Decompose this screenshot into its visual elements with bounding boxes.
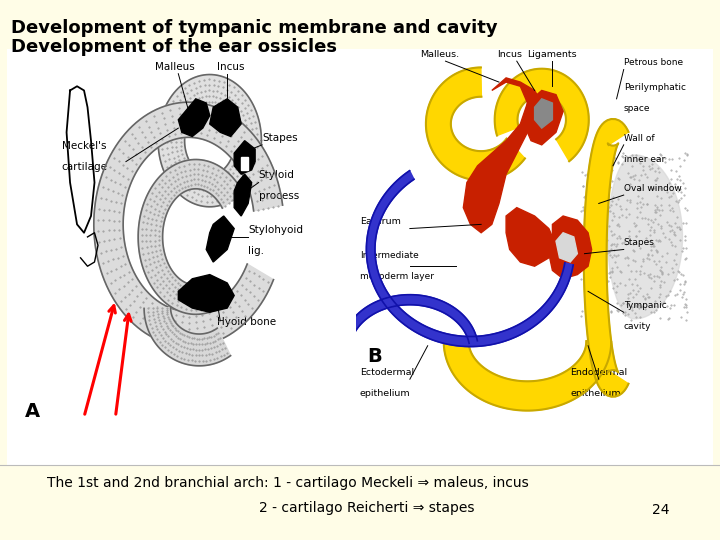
Text: Ectodermal: Ectodermal (360, 368, 414, 377)
Polygon shape (138, 159, 243, 314)
Polygon shape (584, 119, 629, 397)
Polygon shape (506, 207, 556, 266)
Text: inner ear: inner ear (624, 154, 665, 164)
Text: Stylohyoid: Stylohyoid (248, 225, 303, 235)
Polygon shape (158, 75, 261, 207)
Polygon shape (556, 233, 577, 262)
Text: B: B (367, 347, 382, 367)
Polygon shape (495, 69, 589, 161)
Polygon shape (234, 174, 252, 216)
Polygon shape (144, 308, 230, 366)
Polygon shape (179, 275, 234, 312)
Text: Stapes: Stapes (624, 238, 654, 247)
FancyBboxPatch shape (0, 465, 720, 540)
Text: Tympanic: Tympanic (624, 301, 667, 310)
Text: cartilage: cartilage (61, 162, 107, 172)
Text: Petrous bone: Petrous bone (624, 58, 683, 68)
Text: Eardrum: Eardrum (360, 218, 401, 226)
Text: lig.: lig. (248, 246, 264, 255)
Text: Styloid: Styloid (258, 170, 294, 180)
FancyBboxPatch shape (7, 49, 713, 467)
Polygon shape (234, 140, 255, 174)
Text: Development of the ear ossicles: Development of the ear ossicles (11, 38, 337, 56)
Polygon shape (241, 157, 248, 170)
Polygon shape (549, 216, 592, 279)
Text: Oval window: Oval window (624, 184, 681, 193)
Polygon shape (345, 295, 477, 343)
Text: Intermediate: Intermediate (360, 251, 419, 260)
Text: Ligaments: Ligaments (528, 50, 577, 59)
Text: process: process (258, 191, 299, 201)
Text: Stapes: Stapes (262, 133, 298, 143)
Text: The 1st and 2nd branchial arch: 1 - cartilago Meckeli ⇒ maleus, incus: The 1st and 2nd branchial arch: 1 - cart… (47, 476, 528, 490)
Polygon shape (179, 99, 210, 137)
Text: epithelium: epithelium (570, 389, 621, 398)
Text: Malleus: Malleus (155, 62, 194, 71)
Polygon shape (524, 90, 563, 145)
Polygon shape (426, 68, 525, 180)
Text: 2 - cartilago Reicherti ⇒ stapes: 2 - cartilago Reicherti ⇒ stapes (259, 501, 474, 515)
Text: Wall of: Wall of (624, 134, 654, 143)
Text: Perilymphatic: Perilymphatic (624, 84, 685, 92)
Text: space: space (624, 104, 650, 113)
Polygon shape (608, 155, 683, 319)
Text: 24: 24 (652, 503, 669, 517)
Text: Incus: Incus (497, 50, 522, 59)
Polygon shape (94, 102, 282, 347)
Text: mesoderm layer: mesoderm layer (360, 272, 434, 281)
Text: Malleus.: Malleus. (420, 50, 459, 59)
Text: A: A (24, 402, 40, 421)
Polygon shape (206, 216, 234, 262)
Polygon shape (464, 78, 541, 233)
Polygon shape (210, 99, 241, 137)
Polygon shape (366, 171, 573, 347)
Polygon shape (444, 341, 611, 410)
Text: epithelium: epithelium (360, 389, 410, 398)
Text: Incus: Incus (217, 62, 244, 71)
Polygon shape (534, 99, 552, 128)
Text: Meckel's: Meckel's (62, 141, 107, 151)
Text: cavity: cavity (624, 322, 651, 331)
Text: Endodermal: Endodermal (570, 368, 627, 377)
Text: Hyoid bone: Hyoid bone (217, 317, 276, 327)
Text: Development of tympanic membrane and cavity: Development of tympanic membrane and cav… (11, 19, 498, 37)
